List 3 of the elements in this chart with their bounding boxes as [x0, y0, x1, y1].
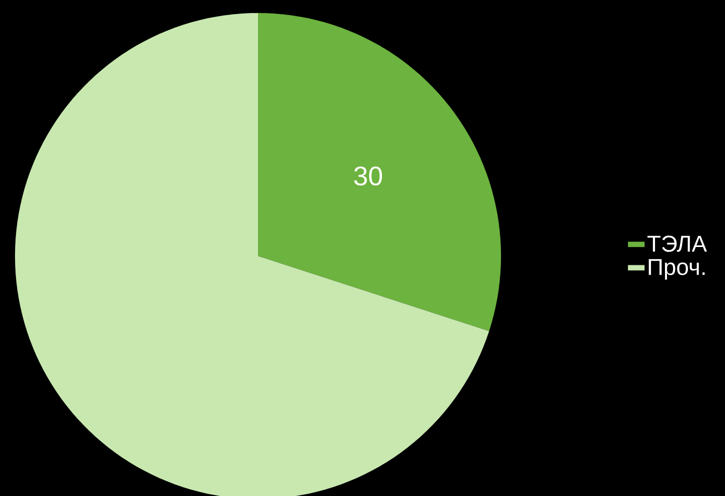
legend-label: ТЭЛА	[647, 236, 707, 252]
data-label: 30	[354, 166, 382, 186]
legend-label: Проч.	[648, 259, 705, 280]
